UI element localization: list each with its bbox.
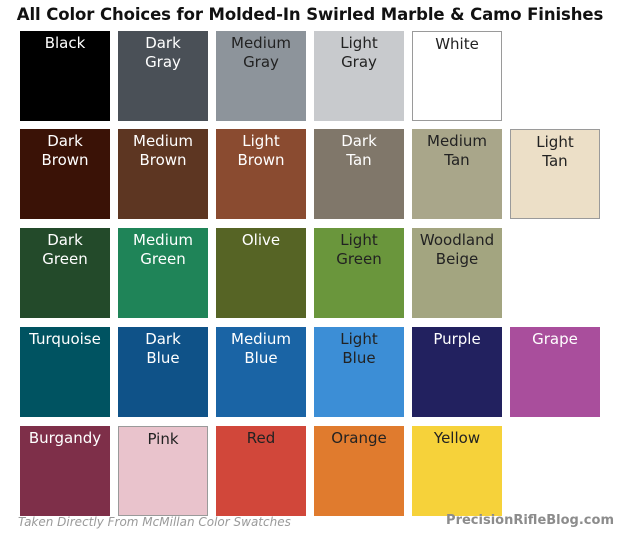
color-swatch: Pink bbox=[118, 426, 208, 516]
color-swatch: Orange bbox=[314, 426, 404, 516]
swatch-label: Yellow bbox=[433, 429, 481, 447]
color-swatch: Medium Tan bbox=[412, 129, 502, 219]
color-swatch: Grape bbox=[510, 327, 600, 417]
swatch-label: Dark Brown bbox=[41, 132, 89, 169]
swatch-label: Medium Gray bbox=[231, 34, 291, 71]
swatch-label: Orange bbox=[331, 429, 387, 447]
color-swatch: Black bbox=[20, 31, 110, 121]
color-swatch: Dark Green bbox=[20, 228, 110, 318]
swatch-label: Woodland Beige bbox=[419, 231, 495, 268]
color-swatch: Light Gray bbox=[314, 31, 404, 121]
color-swatch: Light Blue bbox=[314, 327, 404, 417]
color-swatch: Dark Tan bbox=[314, 129, 404, 219]
color-swatch: Turquoise bbox=[20, 327, 110, 417]
swatch-label: Light Gray bbox=[340, 34, 378, 71]
swatch-label: Purple bbox=[433, 330, 481, 348]
swatch-label: Light Green bbox=[336, 231, 382, 268]
swatch-label: Turquoise bbox=[29, 330, 101, 348]
page-title: All Color Choices for Molded-In Swirled … bbox=[16, 5, 604, 24]
color-swatch: Red bbox=[216, 426, 306, 516]
swatch-label: Dark Tan bbox=[341, 132, 377, 169]
color-swatch: Dark Blue bbox=[118, 327, 208, 417]
swatch-label: Pink bbox=[147, 430, 179, 448]
color-swatch: Purple bbox=[412, 327, 502, 417]
swatch-label: Dark Green bbox=[42, 231, 88, 268]
color-swatch: Medium Blue bbox=[216, 327, 306, 417]
swatch-label: White bbox=[435, 35, 479, 53]
swatch-label: Black bbox=[44, 34, 86, 52]
swatch-label: Dark Blue bbox=[145, 330, 181, 367]
color-swatch: Olive bbox=[216, 228, 306, 318]
swatch-label: Red bbox=[246, 429, 276, 447]
color-swatch: Medium Green bbox=[118, 228, 208, 318]
swatch-label: Light Brown bbox=[237, 132, 285, 169]
color-swatch: Dark Gray bbox=[118, 31, 208, 121]
swatch-label: Burgandy bbox=[28, 429, 102, 447]
swatch-label: Medium Green bbox=[133, 231, 193, 268]
swatch-label: Medium Tan bbox=[427, 132, 487, 169]
site-watermark: PrecisionRifleBlog.com bbox=[446, 513, 614, 528]
swatch-label: Medium Brown bbox=[133, 132, 193, 169]
color-swatch: White bbox=[412, 31, 502, 121]
source-caption: Taken Directly From McMillan Color Swatc… bbox=[18, 515, 291, 529]
color-swatch: Medium Brown bbox=[118, 129, 208, 219]
swatch-label: Olive bbox=[241, 231, 281, 249]
color-swatch: Dark Brown bbox=[20, 129, 110, 219]
color-swatch: Medium Gray bbox=[216, 31, 306, 121]
color-swatch: Light Brown bbox=[216, 129, 306, 219]
color-swatch: Light Green bbox=[314, 228, 404, 318]
color-swatch: Burgandy bbox=[20, 426, 110, 516]
swatch-label: Grape bbox=[532, 330, 578, 348]
color-swatch: Yellow bbox=[412, 426, 502, 516]
color-swatch: Woodland Beige bbox=[412, 228, 502, 318]
swatch-label: Dark Gray bbox=[145, 34, 181, 71]
swatch-label: Medium Blue bbox=[231, 330, 291, 367]
swatch-label: Light Blue bbox=[340, 330, 378, 367]
swatch-label: Light Tan bbox=[536, 133, 574, 170]
color-swatch: Light Tan bbox=[510, 129, 600, 219]
